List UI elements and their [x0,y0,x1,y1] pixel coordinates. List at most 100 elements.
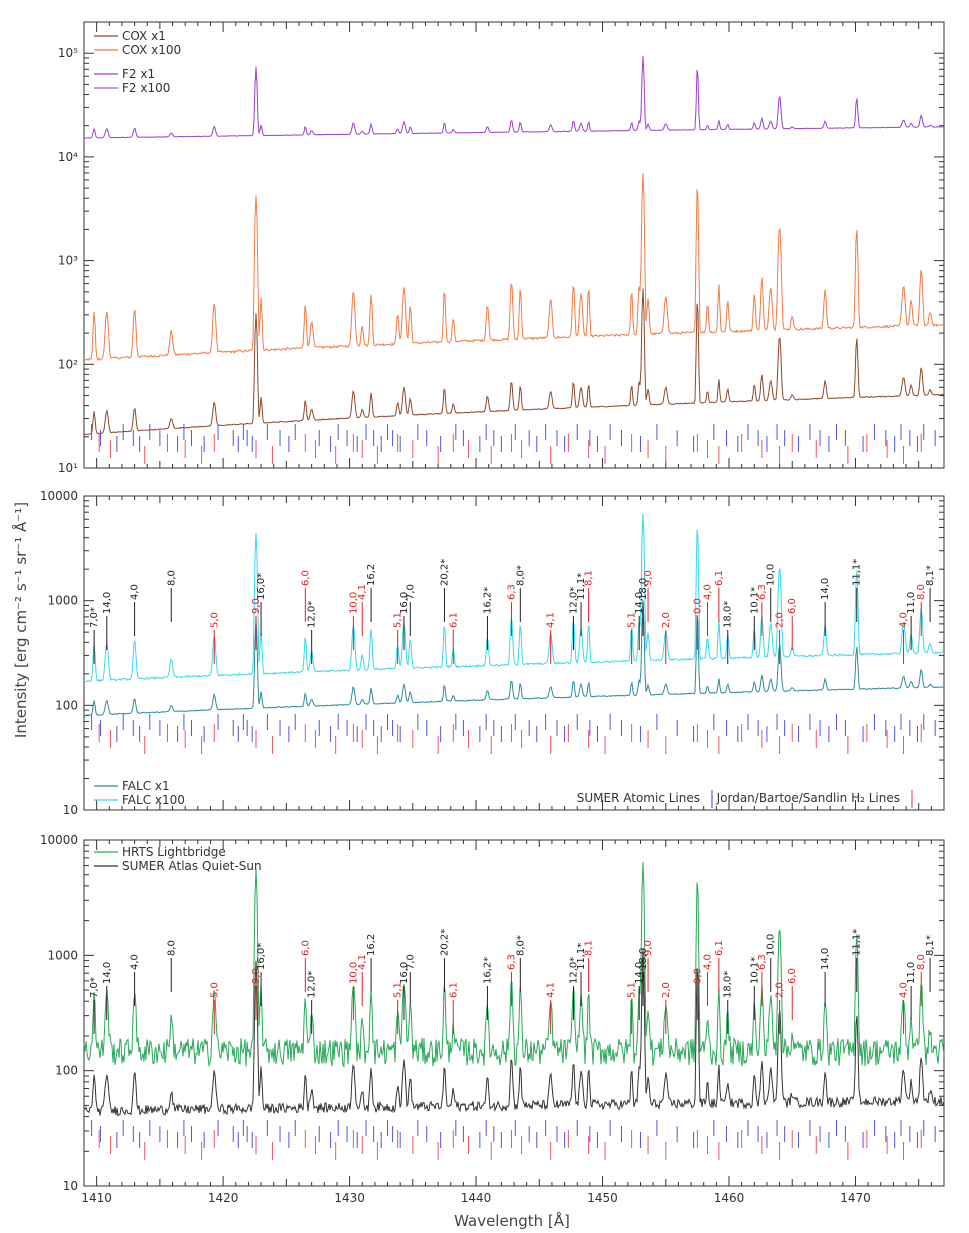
y-tick-label: 10000 [40,489,78,503]
line-id-label: 16,0* [256,943,267,970]
line-id-label: 7,0 [405,954,416,970]
line-id-label: 10,0 [766,564,777,586]
line-id-label: 18,0* [723,971,734,998]
line-id-label: 12,0* [568,957,579,984]
line-id-label: 14,0 [820,948,831,970]
line-id-label: 6,3 [757,584,768,600]
line-id-label: 9,0 [251,598,262,614]
y-tick-label: 1000 [47,948,78,962]
line-id-label: 16,2* [482,957,493,984]
line-id-label: 4,0 [703,954,714,970]
line-id-label: 9,0 [251,968,262,984]
legend-label: SUMER Atlas Quiet-Sun [122,859,262,873]
line-id-label: 11,1* [852,929,863,956]
series-line-falc-x1 [83,600,945,717]
line-id-label: 4,0 [899,982,910,998]
line-id-label: 10,0 [766,934,777,956]
line-id-label: 6,3 [506,584,517,600]
line-id-label: 8,1 [584,940,595,956]
legend-label: F2 x1 [122,67,155,81]
x-tick-label: 1460 [714,1191,745,1205]
line-id-label: 6,3 [757,954,768,970]
line-id-label: 6,0 [300,570,311,586]
line-id-label: 4,0 [130,584,141,600]
series-line-cox-x100 [83,172,945,362]
line-id-label: 2,0 [775,612,786,628]
y-tick-label: 10000 [40,833,78,847]
y-tick-label: 10⁴ [58,150,78,164]
line-id-label: 10,1* [749,957,760,984]
line-id-label: 14,0 [102,962,113,984]
line-id-label: 8,1* [925,935,936,956]
line-id-label: 20,2* [439,929,450,956]
line-id-label: 6,1 [714,570,725,586]
line-id-label: 4,1 [357,954,368,970]
line-id-label: 5,0 [209,982,220,998]
line-id-label: 6,0 [787,598,798,614]
line-id-label: 7,0 [405,584,416,600]
line-id-label: 6,0 [300,940,311,956]
x-tick-label: 1450 [587,1191,618,1205]
line-id-label: 8,0 [916,584,927,600]
line-id-label: 11,1* [576,943,587,970]
y-tick-label: 10⁵ [58,46,78,60]
line-id-label: 8,0 [166,940,177,956]
legend-label: COX x1 [122,29,166,43]
line-id-label: 8,0 [916,954,927,970]
y-tick-label: 10¹ [58,461,78,475]
y-tick-label: 100 [55,1064,78,1078]
line-id-label: 14,0 [820,578,831,600]
line-id-label: 18,0 [638,948,649,970]
line-id-label: 18,0 [638,578,649,600]
y-tick-label: 100 [55,698,78,712]
line-id-label: 8,0* [515,935,526,956]
y-tick-label: 10² [58,357,78,371]
line-id-label: 12,0* [307,601,318,628]
line-id-label: 12,0* [307,971,318,998]
line-id-label: 2,0 [661,982,672,998]
line-id-label: 4,0 [130,954,141,970]
legend-label: F2 x100 [122,81,170,95]
line-id-label: 12,0* [568,587,579,614]
line-id-label: 0,0 [692,598,703,614]
line-id-label: 9,0 [643,940,654,956]
line-id-label: 4,1 [357,584,368,600]
line-id-label: 2,0 [775,982,786,998]
series-line-hrts [83,861,945,1068]
line-id-label: 8,1* [925,565,936,586]
y-axis-label: Intensity [erg cm⁻² s⁻¹ sr⁻¹ Å⁻¹] [11,502,30,738]
line-id-label: 7,0* [89,977,100,998]
legend-label: COX x100 [122,43,181,57]
y-tick-label: 10 [63,803,78,817]
line-id-label: 8,0* [515,565,526,586]
line-id-label: 5,1 [393,612,404,628]
line-id-label: 8,0 [166,570,177,586]
line-id-label: 16,0 [399,592,410,614]
series-line-falc-x100 [83,513,945,683]
line-id-label: 16,0 [399,962,410,984]
line-id-label: 10,0 [348,592,359,614]
line-id-labels: 7,0*14,0 4,08,05,09,016,0* 6,012,0* 10,04,1… [89,559,936,664]
line-id-label: 6,1 [448,612,459,628]
line-id-label: 5,0 [209,612,220,628]
line-id-label: 6,1 [714,940,725,956]
line-id-label: 0,0 [692,968,703,984]
line-id-label: 14,0 [102,592,113,614]
line-id-label: 16,2 [366,934,377,956]
x-tick-label: 1440 [461,1191,492,1205]
y-tick-label: 10 [63,1179,78,1193]
line-id-label: 4,0 [899,612,910,628]
line-id-label: 14,0 [634,592,645,614]
y-tick-label: 10³ [58,254,78,268]
line-id-label: 4,1 [546,982,557,998]
line-id-label: 10,0 [348,962,359,984]
x-axis-label: Wavelength [Å] [454,1211,570,1230]
h2-lines-legend-label: Jordan/Bartoe/Sandlin H₂ Lines [716,791,900,805]
x-tick-label: 1470 [840,1191,871,1205]
x-tick-label: 1410 [81,1191,112,1205]
line-id-label: 16,2 [366,564,377,586]
